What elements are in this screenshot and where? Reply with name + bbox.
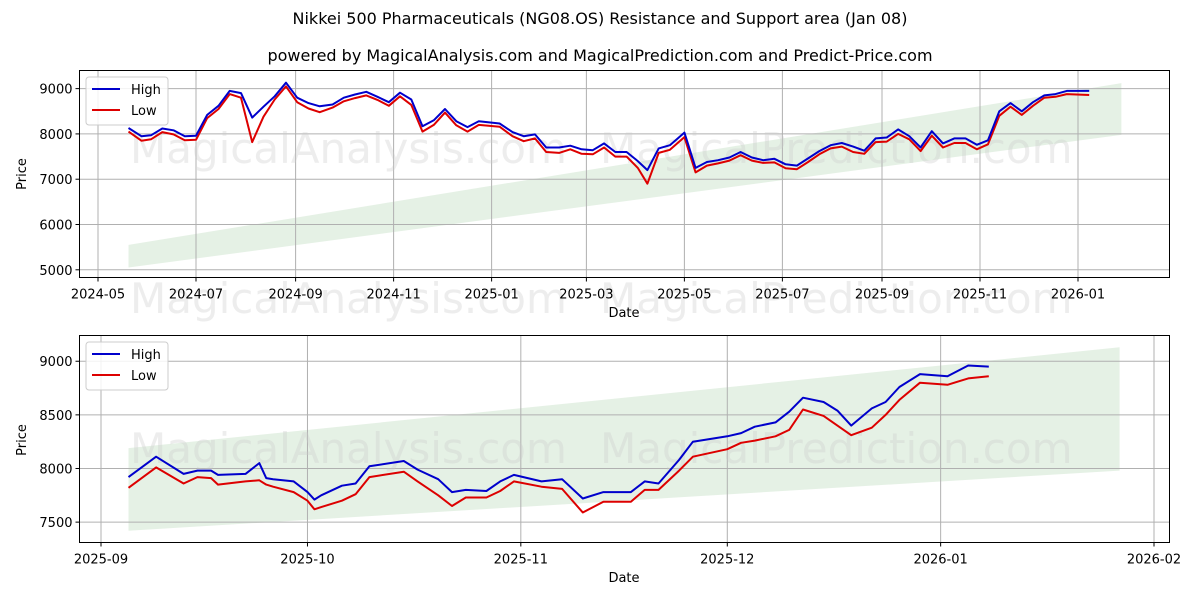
x-axis-ticks: 2025-09 2025-10 2025-11 2025-12 2026-01 2026-… [74, 542, 1181, 568]
x-tick-label: 2024-07 [169, 288, 223, 303]
y-axis-ticks: 5000 6000 7000 8000 9000 [39, 83, 80, 279]
x-tick-label: 2024-05 [71, 288, 125, 303]
x-tick-label: 2025-11 [494, 553, 548, 568]
watermark-text: MagicalAnalysis.com [130, 274, 567, 323]
y-tick-label: 7000 [39, 173, 72, 188]
support-resistance-band [128, 347, 1120, 531]
x-tick-label: 2025-05 [657, 288, 711, 303]
x-tick-label: 2026-01 [1051, 288, 1105, 303]
y-axis-label: Price [15, 158, 30, 190]
y-tick-label: 8000 [39, 462, 72, 477]
x-axis-label: Date [608, 571, 639, 586]
x-tick-label: 2025-10 [280, 553, 334, 568]
x-axis-ticks: 2024-05 2024-07 2024-09 2024-11 2025-01 2025-… [71, 277, 1105, 303]
y-axis-ticks: 7500 8000 8500 9000 [39, 355, 80, 531]
y-tick-label: 9000 [39, 355, 72, 370]
x-tick-label: 2024-09 [268, 288, 322, 303]
legend-low-label: Low [131, 369, 157, 384]
x-tick-label: 2026-01 [913, 553, 967, 568]
watermark-text: MagicalAnalysis.com [130, 424, 567, 473]
grid-lines [79, 335, 1170, 543]
chart-title: Nikkei 500 Pharmaceuticals (NG08.OS) Res… [292, 9, 908, 28]
y-tick-label: 8000 [39, 128, 72, 143]
legend-high-label: High [131, 348, 161, 363]
y-tick-label: 6000 [39, 219, 72, 234]
x-tick-label: 2025-01 [464, 288, 518, 303]
y-tick-label: 7500 [39, 516, 72, 531]
watermark-text: MagicalAnalysis.com [130, 124, 567, 173]
grid-lines [79, 70, 1170, 278]
high-price-line [127, 81, 1090, 172]
legend: High Low [85, 76, 169, 126]
legend-high-label: High [131, 83, 161, 98]
axes-frame [79, 70, 1170, 278]
x-tick-label: 2025-09 [74, 553, 128, 568]
watermark-text: MagicalPrediction.com [600, 274, 1073, 323]
watermark-text: MagicalPrediction.com [600, 424, 1073, 473]
legend-low-label: Low [131, 104, 157, 119]
top-price-chart: MagicalAnalysis.com MagicalPrediction.co… [15, 70, 1170, 323]
x-tick-label: 2026-02 [1127, 553, 1181, 568]
bottom-price-chart: MagicalAnalysis.com MagicalPrediction.co… [15, 335, 1181, 586]
band-area [128, 83, 1122, 268]
support-resistance-band [128, 83, 1122, 268]
x-tick-label: 2025-03 [559, 288, 613, 303]
low-price-line [127, 85, 1090, 185]
chart-subtitle: powered by MagicalAnalysis.com and Magic… [267, 46, 933, 65]
y-axis-label: Price [15, 424, 30, 456]
y-tick-label: 5000 [39, 264, 72, 279]
legend: High Low [85, 341, 169, 391]
y-tick-label: 8500 [39, 409, 72, 424]
x-axis-label: Date [608, 306, 639, 321]
x-tick-label: 2025-12 [700, 553, 754, 568]
x-tick-label: 2025-11 [953, 288, 1007, 303]
band-area [128, 347, 1120, 531]
x-tick-label: 2025-09 [855, 288, 909, 303]
x-tick-label: 2024-11 [366, 288, 420, 303]
price-lines [127, 81, 1090, 185]
low-price-line [127, 375, 989, 514]
price-lines [127, 364, 989, 514]
high-price-line [127, 364, 989, 501]
x-tick-label: 2025-07 [755, 288, 809, 303]
y-tick-label: 9000 [39, 83, 72, 98]
axes-frame [79, 335, 1170, 543]
